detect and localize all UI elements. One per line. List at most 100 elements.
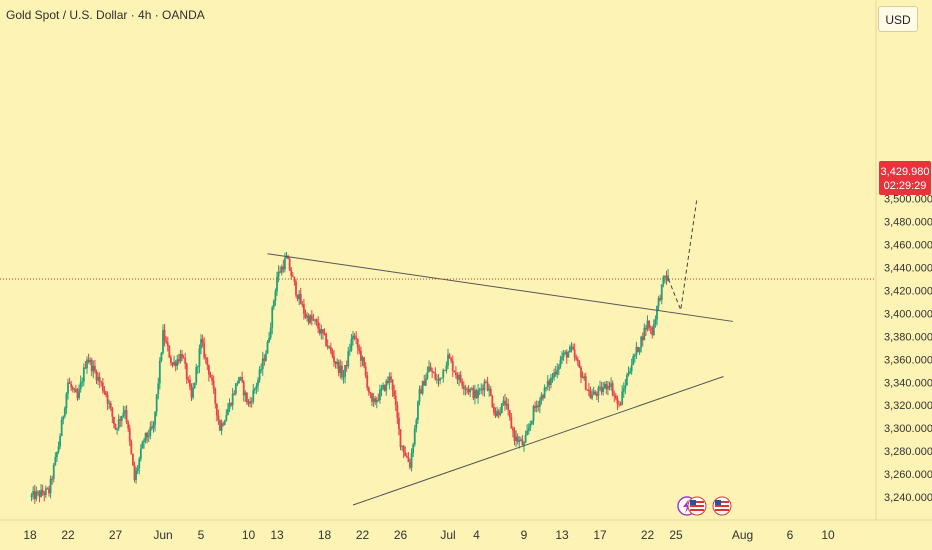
candle-body [101,382,104,391]
candle-body [111,407,114,417]
candle-body [608,385,611,387]
candle-body [567,352,570,358]
candle-body [662,276,665,285]
candle-body [550,377,552,385]
candle-body [451,361,454,371]
candle-body [402,445,405,453]
candle-body [97,376,99,381]
candle-body [337,361,340,373]
candle-body [282,266,285,270]
candle-body [215,403,218,416]
price-tick-label: 3,320.000 [884,400,932,412]
candle-body [54,457,57,466]
candle-body [374,398,377,403]
candle-body [409,462,411,468]
candle-body [576,359,579,362]
candle-body [386,380,389,383]
candle-body [472,388,475,399]
candle-body [325,333,327,346]
candle-body [217,415,220,421]
candle-body [466,388,468,390]
candle-body [499,413,502,415]
candle-body [117,419,120,429]
candle-body [309,315,312,323]
symbol-title[interactable]: Gold Spot / U.S. Dollar · 4h · OANDA [6,8,205,22]
candle-body [52,465,55,479]
candle-body [288,259,291,271]
candle-body [269,327,272,338]
time-axis[interactable]: 18 22 27 Jun 5 10 13 18 22 26 Jul 4 9 13 17 22 25 Aug 6 10 [23,528,835,542]
candle-body [477,390,479,398]
candle-body [312,319,315,321]
candle-body [225,415,228,421]
currency-button[interactable]: USD [878,6,918,32]
candle-body [203,342,206,358]
candle-body [276,276,278,292]
candle-body [448,354,451,359]
candle-body [344,365,346,377]
candle-body [106,395,109,404]
price-axis[interactable]: 3,240.000 3,260.000 3,280.000 3,300.000 3,32… [884,194,932,504]
candle-body [445,365,448,371]
candle-body [141,442,144,449]
candle-body [548,380,551,385]
candle-body [633,355,636,357]
candle-body [554,372,557,375]
candle-body [81,381,84,383]
candle-body [588,389,590,392]
candle-body [280,266,283,273]
time-tick-label: 10 [821,528,835,542]
candle-body [527,427,530,431]
candle-body [331,351,334,357]
candle-body [174,361,177,366]
last-price-box [879,161,931,195]
price-tick-label: 3,400.000 [884,308,932,320]
candle-body [521,439,524,446]
candle-body [478,389,481,391]
candle-body [557,366,560,370]
time-tick-label: 6 [787,528,794,542]
candle-body [350,338,353,351]
candle-body [233,393,236,395]
candle-body [665,275,668,281]
candle-body [624,385,627,389]
candle-body [95,371,98,381]
candle-body [523,442,525,446]
candle-body [320,329,323,334]
candle-body [551,377,554,379]
candle-body [171,362,174,366]
candle-body [149,426,152,437]
candle-body [364,366,367,376]
event-icons[interactable] [677,496,732,516]
candle-body [49,478,52,494]
candle-body [192,387,194,398]
candle-body [626,375,628,386]
candle-body [241,377,244,382]
candle-body [165,341,168,343]
candle-body [60,419,63,437]
candle-body [94,365,96,372]
us-flag-icon[interactable] [687,496,707,516]
us-flag-icon[interactable] [712,496,732,516]
candle-body [355,337,358,340]
candle-body [125,410,128,423]
candle-body [595,393,598,396]
candle-body [562,352,565,357]
candle-body [516,436,519,442]
candle-body [41,489,44,494]
candle-body [459,374,462,382]
candle-body [30,494,33,497]
candle-body [57,446,60,453]
candle-body [130,441,133,454]
candle-body [462,385,465,389]
candle-body [431,371,434,373]
candle-body [396,404,399,418]
candle-body [147,436,150,438]
candle-body [581,377,584,379]
candle-body [155,394,158,412]
candle-body [296,295,299,300]
candle-body [390,376,392,380]
candle-body [586,389,589,391]
